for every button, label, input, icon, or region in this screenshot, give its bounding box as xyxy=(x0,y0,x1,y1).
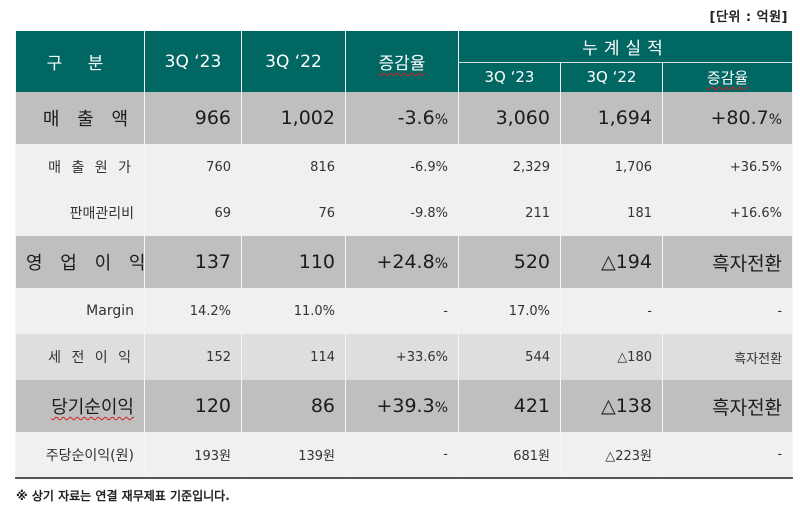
cell-cum-3q23: 17.0% xyxy=(458,288,561,334)
row-label-text: 당기순이익 xyxy=(51,397,134,418)
cell-cum-3q22: 1,694 xyxy=(560,92,663,144)
cell-cum-3q23: 211 xyxy=(458,190,561,236)
cell-change: -9.8% xyxy=(345,190,459,236)
cell-cum-change: 흑자전환 xyxy=(661,236,794,288)
table-row-cost-of-sales: 매 출 원 가 760 816 -6.9% 2,329 1,706 +36.5% xyxy=(15,144,794,190)
cell-change: -3.6% xyxy=(345,92,459,144)
table-row-margin: Margin 14.2% 11.0% - 17.0% - - xyxy=(15,288,794,334)
financial-results-table: 구 분 3Q ‘23 3Q ‘22 증감율 누계실적 3Q ‘23 3Q ‘22… xyxy=(15,31,794,479)
header-cumulative-group: 누계실적 xyxy=(457,31,794,63)
table-row-pretax-income: 세 전 이 익 152 114 +33.6% 544 △180 흑자전환 xyxy=(15,334,794,380)
header-cum-change-rate: 증감율 xyxy=(661,62,794,92)
cell-cum-3q22: △194 xyxy=(560,236,663,288)
cell-3q22: 86 xyxy=(241,380,346,432)
row-label: 매 출 원 가 xyxy=(15,144,145,190)
change-value: +24.8 xyxy=(376,251,435,273)
row-label: 영 업 이 익 xyxy=(15,236,145,288)
cell-cum-3q23: 3,060 xyxy=(458,92,561,144)
cell-3q22: 76 xyxy=(241,190,346,236)
cell-change: - xyxy=(345,432,459,479)
cell-change: - xyxy=(345,288,459,334)
cell-cum-3q23: 2,329 xyxy=(458,144,561,190)
header-cum-3q23: 3Q ‘23 xyxy=(458,62,561,92)
header-cum-change-rate-text: 증감율 xyxy=(706,68,749,87)
table-row-net-income: 당기순이익 120 86 +39.3% 421 △138 흑자전환 xyxy=(15,380,794,432)
cum-change-value: +80.7 xyxy=(710,107,769,129)
cell-cum-3q22: 1,706 xyxy=(560,144,663,190)
change-value: -3.6 xyxy=(397,107,435,129)
percent-unit: % xyxy=(434,256,448,272)
header-category: 구 분 xyxy=(15,31,145,92)
table-row-revenue: 매 출 액 966 1,002 -3.6% 3,060 1,694 +80.7% xyxy=(15,92,794,144)
table-row-operating-profit: 영 업 이 익 137 110 +24.8% 520 △194 흑자전환 xyxy=(15,236,794,288)
header-cum-3q22: 3Q ‘22 xyxy=(560,62,663,92)
row-label: 주당순이익(원) xyxy=(15,432,145,479)
header-3q22: 3Q ‘22 xyxy=(241,31,346,92)
cell-3q22: 139원 xyxy=(241,432,346,479)
cell-change: +24.8% xyxy=(345,236,459,288)
cell-3q23: 966 xyxy=(144,92,242,144)
cell-3q22: 11.0% xyxy=(241,288,346,334)
cell-cum-3q22: △223원 xyxy=(560,432,663,479)
row-label: 세 전 이 익 xyxy=(15,334,145,380)
cell-cum-change: +16.6% xyxy=(661,190,794,236)
cell-change: +39.3% xyxy=(345,380,459,432)
cell-cum-3q23: 681원 xyxy=(458,432,561,479)
row-label: Margin xyxy=(15,288,145,334)
cell-cum-3q22: △180 xyxy=(560,334,663,380)
cell-change: +33.6% xyxy=(345,334,459,380)
cell-3q23: 152 xyxy=(144,334,242,380)
unit-label: [단위 : 억원] xyxy=(709,10,788,25)
cell-3q22: 114 xyxy=(241,334,346,380)
row-label: 매 출 액 xyxy=(15,92,145,144)
row-label: 당기순이익 xyxy=(15,380,145,432)
cell-cum-change: 흑자전환 xyxy=(661,380,794,432)
cell-cum-3q23: 544 xyxy=(458,334,561,380)
header-change-rate: 증감율 xyxy=(345,31,459,92)
cell-cum-3q22: - xyxy=(560,288,663,334)
table-row-eps: 주당순이익(원) 193원 139원 - 681원 △223원 - xyxy=(15,432,794,479)
cell-3q23: 760 xyxy=(144,144,242,190)
header-3q23: 3Q ‘23 xyxy=(144,31,242,92)
cell-3q23: 120 xyxy=(144,380,242,432)
cell-3q23: 14.2% xyxy=(144,288,242,334)
cell-3q22: 816 xyxy=(241,144,346,190)
cell-cum-3q22: 181 xyxy=(560,190,663,236)
cell-cum-change: - xyxy=(661,288,794,334)
cell-change: -6.9% xyxy=(345,144,459,190)
cell-3q23: 69 xyxy=(144,190,242,236)
cell-3q22: 1,002 xyxy=(241,92,346,144)
cell-cum-change: +36.5% xyxy=(661,144,794,190)
row-label: 판매관리비 xyxy=(15,190,145,236)
cell-cum-change: 흑자전환 xyxy=(661,334,794,380)
header-change-rate-text: 증감율 xyxy=(378,54,426,74)
percent-unit: % xyxy=(434,112,448,128)
cell-3q22: 110 xyxy=(241,236,346,288)
cell-cum-change: +80.7% xyxy=(661,92,794,144)
cell-cum-3q23: 421 xyxy=(458,380,561,432)
percent-unit: % xyxy=(434,400,448,416)
cell-cum-change: - xyxy=(661,432,794,479)
percent-unit: % xyxy=(768,112,783,128)
cell-cum-3q23: 520 xyxy=(458,236,561,288)
cell-3q23: 193원 xyxy=(144,432,242,479)
change-value: +39.3 xyxy=(376,395,435,417)
cell-3q23: 137 xyxy=(144,236,242,288)
table-row-sga: 판매관리비 69 76 -9.8% 211 181 +16.6% xyxy=(15,190,794,236)
cell-cum-3q22: △138 xyxy=(560,380,663,432)
footnote: ※ 상기 자료는 연결 재무제표 기준입니다. xyxy=(16,489,230,503)
